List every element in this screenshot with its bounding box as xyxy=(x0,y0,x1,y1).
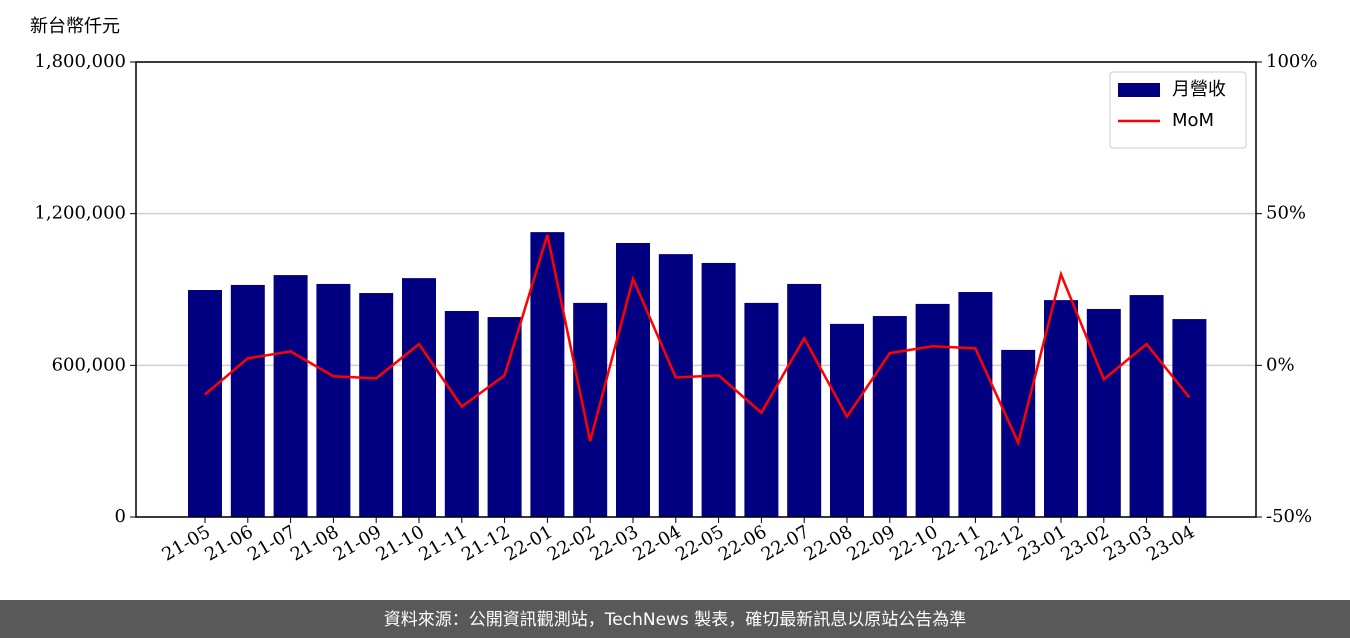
y-tick-label: 1,800,000 xyxy=(34,51,126,72)
x-tick-label: 23-04 xyxy=(1143,521,1198,565)
plot-frame xyxy=(135,61,1257,518)
bar xyxy=(701,262,736,517)
bar xyxy=(744,302,779,517)
bar xyxy=(188,290,222,517)
x-tick-label: 21-11 xyxy=(415,521,470,565)
bar xyxy=(958,292,993,517)
x-tick-label: 22-08 xyxy=(801,521,856,565)
bar xyxy=(616,242,650,517)
bar xyxy=(1129,295,1164,517)
bar xyxy=(1172,319,1207,517)
y2-tick-label: 0% xyxy=(1266,354,1295,375)
bar xyxy=(359,293,394,517)
legend-label: 月營收 xyxy=(1172,79,1226,100)
bar xyxy=(316,283,351,517)
y-tick-label: 0 xyxy=(115,506,126,527)
x-tick-label: 21-09 xyxy=(330,521,385,565)
x-tick-label: 22-03 xyxy=(587,521,642,565)
bar xyxy=(830,323,864,517)
y-tick-label: 1,200,000 xyxy=(34,203,126,224)
x-tick-label: 22-09 xyxy=(843,521,898,565)
x-tick-label: 23-03 xyxy=(1100,521,1155,565)
y-tick-label: 600,000 xyxy=(52,354,126,375)
x-tick-label: 23-01 xyxy=(1015,521,1070,565)
y-axis-label: 新台幣仟元 xyxy=(30,16,120,37)
x-tick-label: 22-04 xyxy=(629,521,684,565)
bar xyxy=(573,302,608,517)
x-tick-label: 21-10 xyxy=(373,521,428,565)
legend-label: MoM xyxy=(1172,110,1214,131)
bar xyxy=(230,284,265,517)
line xyxy=(204,234,1191,447)
y2-tick-label: 50% xyxy=(1266,203,1306,224)
bar xyxy=(915,303,950,517)
x-tick-label: 22-05 xyxy=(672,521,727,565)
bar xyxy=(658,254,693,517)
bar xyxy=(530,232,565,517)
bar xyxy=(872,316,907,517)
x-tick-label: 21-08 xyxy=(287,521,342,565)
x-tick-label: 21-07 xyxy=(244,521,299,565)
x-tick-label: 22-07 xyxy=(758,521,813,565)
bar xyxy=(273,275,308,517)
bar xyxy=(402,278,436,517)
x-tick-label: 21-12 xyxy=(458,521,513,565)
legend-swatch xyxy=(1118,83,1160,97)
y2-tick-label: 100% xyxy=(1266,51,1317,72)
bar xyxy=(1086,308,1121,517)
bar xyxy=(444,310,479,517)
x-tick-label: 22-06 xyxy=(715,521,770,565)
x-tick-label: 22-02 xyxy=(544,521,599,565)
x-tick-label: 23-02 xyxy=(1057,521,1112,565)
x-tick-label: 22-01 xyxy=(501,521,556,565)
x-tick-label: 21-05 xyxy=(159,521,214,565)
footer: 資料來源：公開資訊觀測站，TechNews 製表，確切最新訊息以原站公告為準 xyxy=(384,610,966,630)
bar xyxy=(787,283,822,517)
bar xyxy=(487,317,522,517)
bar xyxy=(1001,349,1036,517)
y2-tick-label: -50% xyxy=(1266,506,1312,527)
x-tick-label: 21-06 xyxy=(201,521,256,565)
bar xyxy=(1044,300,1078,517)
footer-bar xyxy=(0,600,1350,638)
x-tick-label: 22-11 xyxy=(929,521,984,565)
x-tick-label: 22-10 xyxy=(886,521,941,565)
x-tick-label: 22-12 xyxy=(972,521,1027,565)
